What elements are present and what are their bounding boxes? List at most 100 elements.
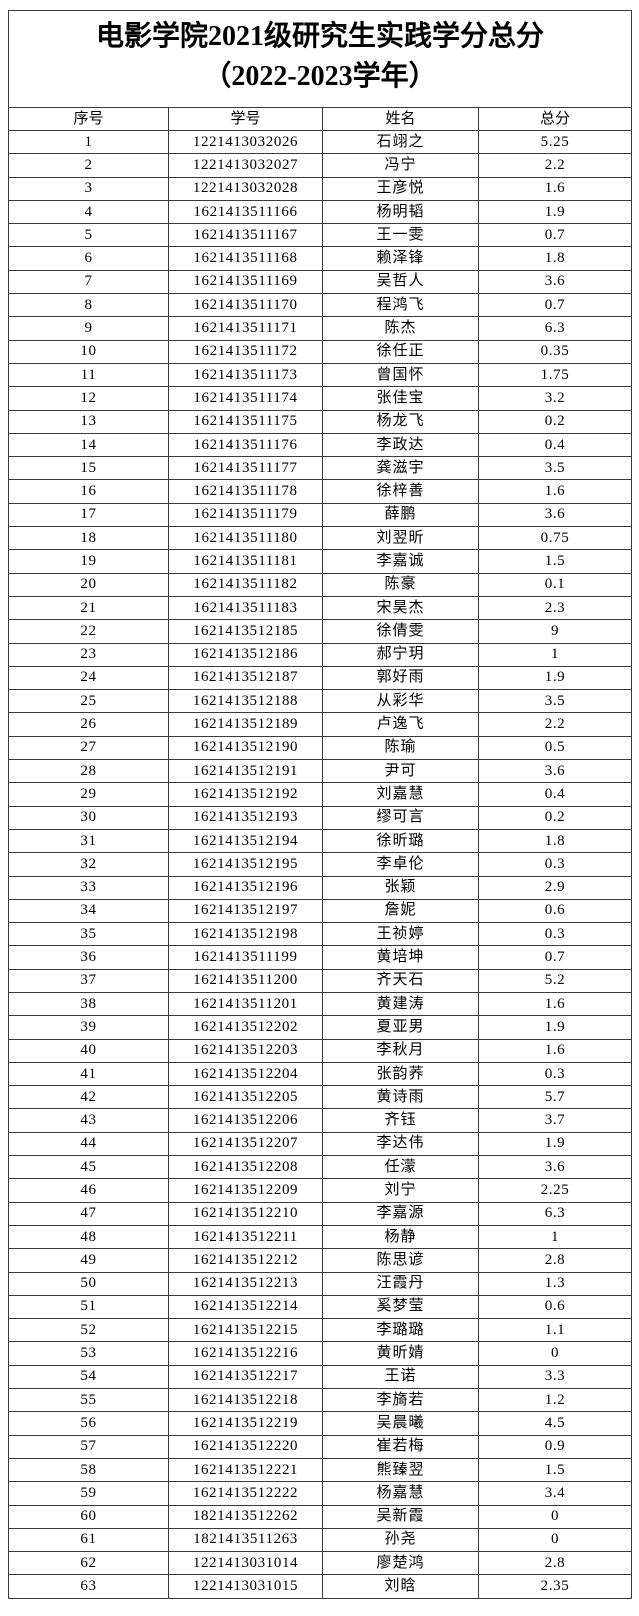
table-row: 56 1621413512219 吴晨曦 4.5 [8,1411,633,1436]
row-name: 齐天石 [322,968,479,993]
row-name: 夏亚男 [322,1015,479,1040]
row-index: 26 [8,712,169,737]
row-total: 0.35 [477,339,633,364]
row-index: 11 [8,362,169,388]
row-total: 1.6 [477,991,633,1017]
row-student-id: 1621413512191 [168,759,323,784]
column-header-name: 姓名 [322,107,479,131]
table-row: 36 1621413511199 黄培坤 0.7 [8,945,633,970]
row-index: 29 [8,782,169,807]
row-total: 0.75 [477,526,633,551]
table-row: 18 1621413511180 刘翌昕 0.75 [8,526,633,551]
page-title: 电影学院2021级研究生实践学分总分 （2022-2023学年） [23,17,617,97]
row-total: 0.2 [477,409,633,434]
row-student-id: 1621413511175 [168,409,323,434]
row-student-id: 1621413512193 [168,805,323,830]
row-student-id: 1221413032026 [168,129,323,155]
row-index: 46 [8,1178,169,1203]
row-total: 3.5 [477,689,633,714]
row-index: 22 [8,619,169,644]
table-row: 27 1621413512190 陈瑜 0.5 [8,735,633,761]
row-total: 3.3 [477,1364,633,1390]
row-student-id: 1621413511173 [168,362,323,388]
row-total: 1 [477,1224,633,1250]
row-total: 0.7 [477,293,633,318]
table-row: 10 1621413511172 徐任正 0.35 [8,339,633,364]
row-name: 石翊之 [322,129,479,155]
row-student-id: 1621413512217 [168,1364,323,1390]
table-row: 35 1621413512198 王祯婷 0.3 [8,922,633,947]
row-total: 5.2 [477,968,633,993]
row-name: 徐昕璐 [322,828,479,854]
row-name: 陈杰 [322,316,479,341]
table-row: 33 1621413512196 张颖 2.9 [8,875,633,900]
row-name: 薛鹏 [322,502,479,528]
row-name: 杨嘉慧 [322,1481,479,1506]
table-row: 61 1821413511263 孙尧 0 [8,1527,633,1553]
table-row: 9 1621413511171 陈杰 6.3 [8,316,633,341]
row-name: 曾国怀 [322,362,479,388]
page-title-line-2: （2022-2023学年） [203,61,437,92]
row-student-id: 1621413512209 [168,1178,323,1203]
row-total: 0 [477,1341,633,1366]
row-total: 0.9 [477,1434,633,1459]
table-row: 45 1621413512208 任濛 3.6 [8,1155,633,1180]
row-index: 16 [8,479,169,504]
row-index: 34 [8,898,169,924]
row-student-id: 1621413512198 [168,922,323,947]
row-name: 李嘉源 [322,1201,479,1226]
row-total: 2.2 [477,712,633,737]
row-total: 2.9 [477,875,633,900]
row-name: 陈瑜 [322,735,479,761]
row-total: 0.3 [477,852,633,877]
row-student-id: 1621413511169 [168,269,323,295]
row-name: 熊臻翌 [322,1457,479,1483]
row-name: 徐倩雯 [322,619,479,644]
table-row: 22 1621413512185 徐倩雯 9 [8,619,633,644]
table-row: 48 1621413512211 杨静 1 [8,1224,633,1250]
row-total: 1.9 [477,665,633,691]
row-total: 1.75 [477,362,633,388]
row-student-id: 1621413512194 [168,828,323,854]
row-name: 陈思谚 [322,1248,479,1273]
row-name: 王彦悦 [322,176,479,201]
row-total: 0.6 [477,1294,633,1320]
row-total: 1.9 [477,199,633,225]
row-student-id: 1621413511181 [168,549,323,574]
table-row: 54 1621413512217 王诺 3.3 [8,1364,633,1390]
row-index: 9 [8,316,169,341]
row-student-id: 1621413512196 [168,875,323,900]
table-row: 8 1621413511170 程鸿飞 0.7 [8,293,633,318]
row-index: 36 [8,945,169,970]
row-student-id: 1621413512211 [168,1224,323,1250]
table-row: 52 1621413512215 李璐璐 1.1 [8,1318,633,1343]
row-name: 汪霞丹 [322,1271,479,1296]
row-total: 1.8 [477,246,633,271]
row-name: 刘嘉慧 [322,782,479,807]
row-name: 李璐璐 [322,1318,479,1343]
row-index: 6 [8,246,169,271]
table-row: 40 1621413512203 李秋月 1.6 [8,1038,633,1063]
row-total: 1.1 [477,1318,633,1343]
row-name: 刘晗 [322,1574,479,1599]
row-total: 0 [477,1504,633,1529]
row-index: 40 [8,1038,169,1063]
table-row: 58 1621413512221 熊臻翌 1.5 [8,1457,633,1483]
row-index: 20 [8,572,169,597]
row-total: 3.4 [477,1481,633,1506]
row-total: 2.8 [477,1551,633,1576]
row-name: 吴新霞 [322,1504,479,1529]
row-total: 0.6 [477,898,633,924]
row-name: 李卓伦 [322,852,479,877]
table-row: 25 1621413512188 从彩华 3.5 [8,689,633,714]
table-row: 47 1621413512210 李嘉源 6.3 [8,1201,633,1226]
row-name: 王一雯 [322,223,479,248]
row-index: 35 [8,922,169,947]
row-index: 57 [8,1434,169,1459]
row-name: 任濛 [322,1155,479,1180]
row-name: 徐任正 [322,339,479,364]
row-student-id: 1621413512195 [168,852,323,877]
row-name: 张颖 [322,875,479,900]
row-index: 28 [8,759,169,784]
row-name: 宋昊杰 [322,595,479,621]
